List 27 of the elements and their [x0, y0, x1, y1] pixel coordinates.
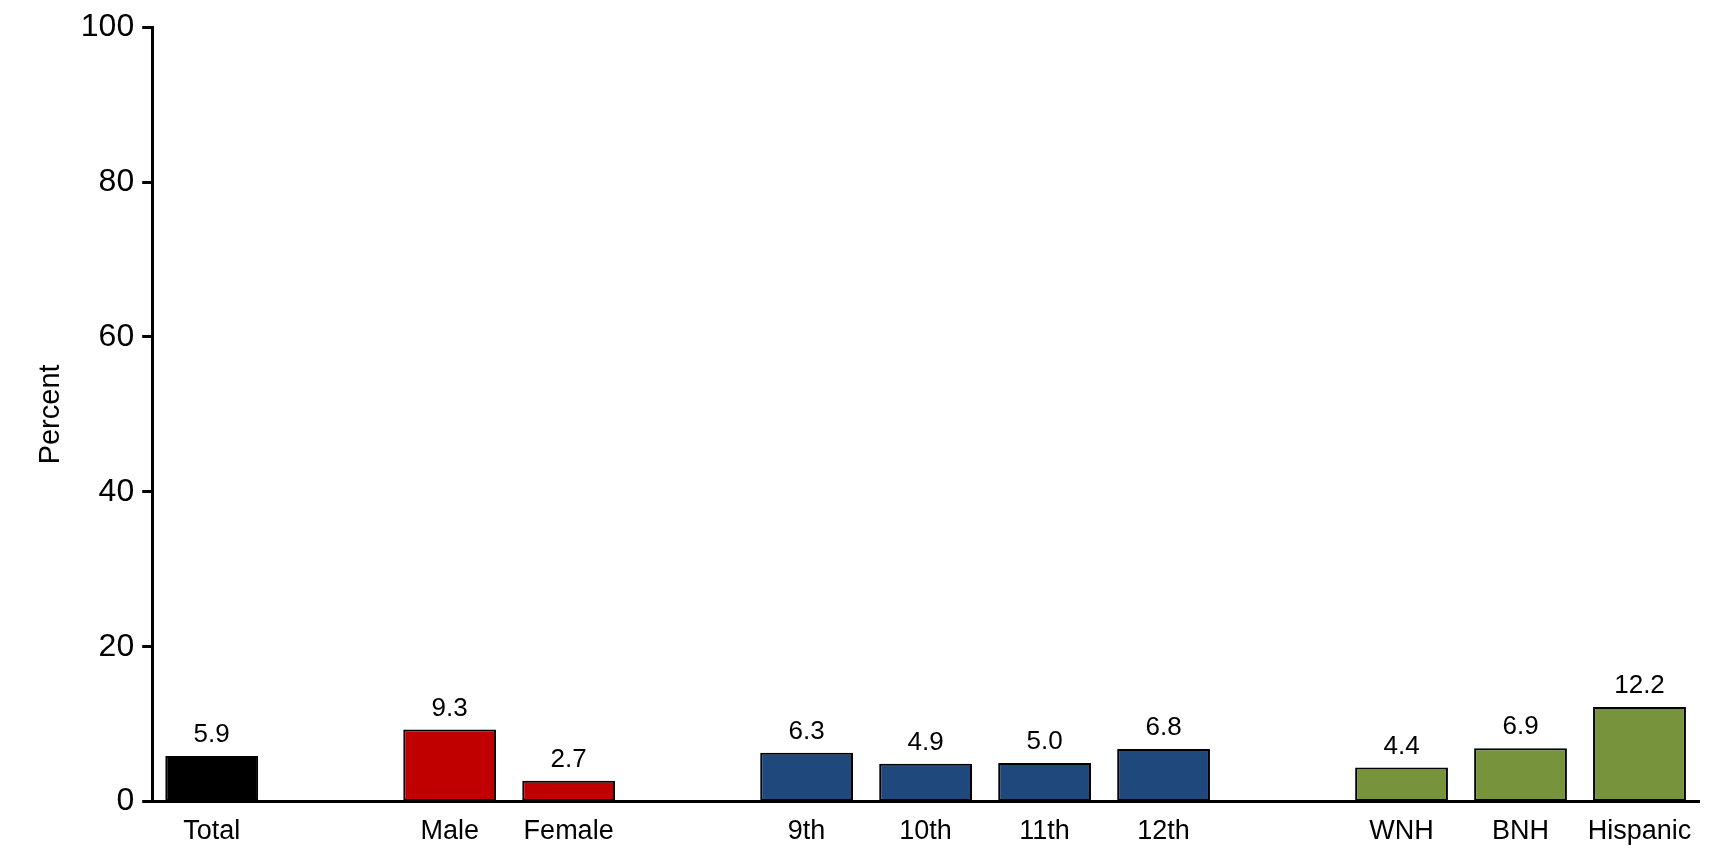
data-label: 4.9 — [907, 725, 944, 756]
data-label: 2.7 — [550, 742, 587, 773]
x-tick-label: 12th — [1137, 815, 1190, 846]
data-label: 6.8 — [1145, 711, 1182, 742]
x-tick-label: 11th — [1019, 815, 1070, 846]
data-label: 12.2 — [1614, 669, 1665, 700]
x-tick-label: BNH — [1492, 815, 1550, 846]
data-label: 6.3 — [788, 714, 825, 745]
x-tick-label: Hispanic — [1587, 815, 1692, 846]
y-tick-label: 100 — [80, 7, 135, 44]
data-label: 5.0 — [1026, 725, 1063, 756]
x-tick-label: 10th — [899, 815, 952, 846]
y-tick-label: 80 — [98, 161, 135, 198]
data-label: 9.3 — [431, 691, 468, 722]
x-tick-label: Total — [183, 815, 241, 846]
y-axis-title: Percent — [33, 364, 66, 465]
x-tick-label: WNH — [1369, 815, 1434, 846]
y-tick-label: 0 — [116, 781, 135, 818]
x-tick-label: 9th — [787, 815, 826, 846]
y-tick-label: 60 — [98, 316, 135, 353]
data-label: 5.9 — [193, 718, 230, 749]
data-label: 6.9 — [1502, 710, 1539, 741]
x-tick-label: Female — [523, 815, 614, 846]
y-tick-label: 20 — [98, 626, 135, 663]
y-tick-label: 40 — [98, 471, 135, 508]
x-tick-label: Male — [420, 815, 479, 846]
data-label: 4.4 — [1383, 729, 1420, 760]
